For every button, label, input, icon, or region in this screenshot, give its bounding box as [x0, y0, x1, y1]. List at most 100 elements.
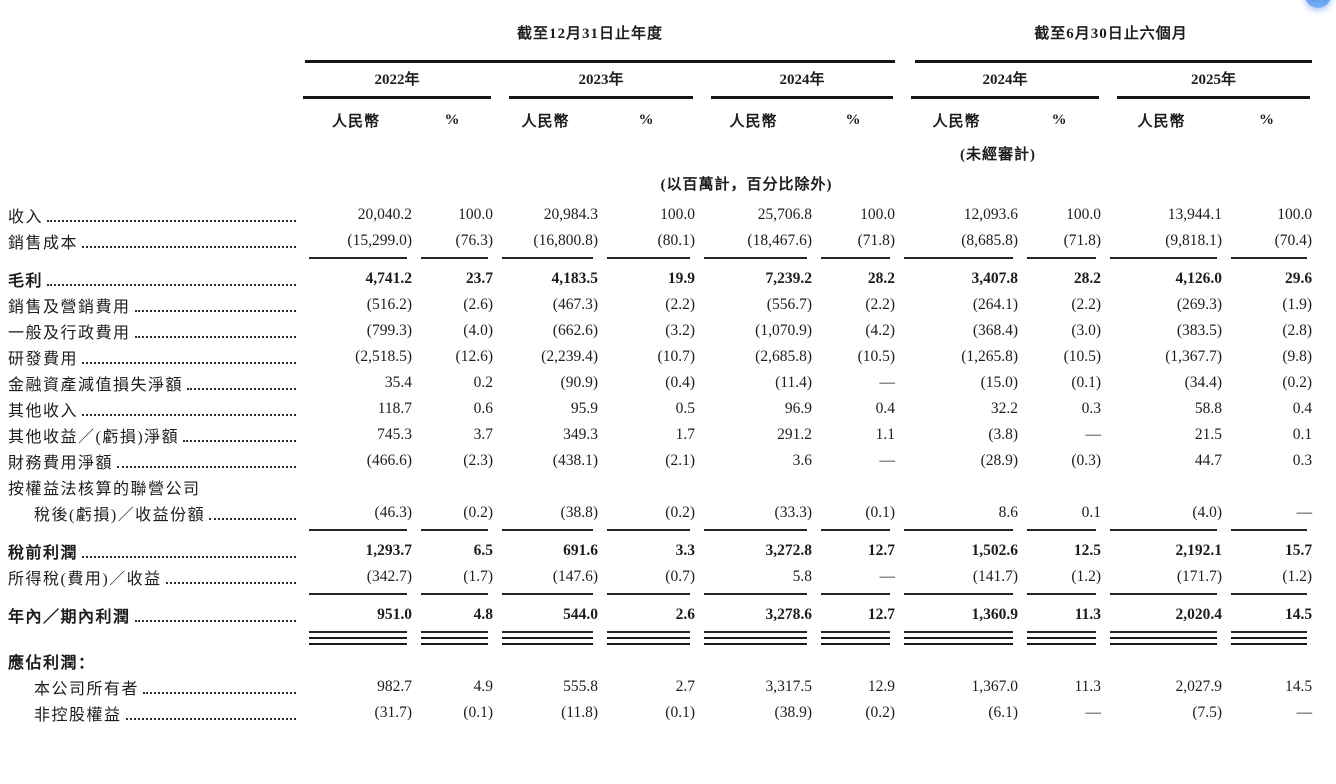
financial-summary-table: 截至12月31日止年度 截至6月30日止六個月 2022年 2023年 2024…	[0, 14, 1313, 726]
section-rule	[1027, 257, 1097, 259]
cell-value: 15.7	[1284, 542, 1313, 559]
cell-value: 4,183.5	[551, 270, 599, 287]
cell-value: 0.2	[473, 374, 493, 391]
dot-leader	[82, 362, 296, 364]
year-header-2023: 2023年	[509, 64, 693, 99]
table-row: 按權益法核算的聯營公司	[0, 474, 1312, 500]
section-rule	[821, 529, 891, 531]
cell-value	[895, 648, 1018, 674]
row-label: 應佔利潤：	[8, 655, 96, 672]
cell-value: 1.1	[875, 426, 896, 443]
cell-value: (1.7)	[463, 568, 493, 585]
cell-value	[812, 474, 895, 500]
cell-value: (0.3)	[1071, 452, 1102, 469]
cell-value: 23.7	[465, 270, 493, 287]
dot-leader	[209, 518, 296, 520]
blue-circle-button[interactable]	[1305, 0, 1331, 8]
cell-value: 0.1	[1081, 504, 1102, 521]
cell-value: (46.3)	[374, 504, 412, 521]
dot-leader	[82, 556, 296, 558]
section-rule-row	[0, 590, 1312, 602]
cell-value: (2.6)	[463, 296, 493, 313]
cell-value	[412, 474, 493, 500]
cell-value: 0.5	[675, 400, 695, 417]
currency-header: 人民幣	[1137, 113, 1186, 130]
cell-value: 349.3	[563, 426, 598, 443]
cell-value	[1101, 474, 1222, 500]
cell-value: (368.4)	[972, 322, 1019, 339]
cell-value: 3,272.8	[765, 542, 813, 559]
cell-value: (1,367.7)	[1165, 348, 1223, 365]
cell-value: 4.8	[473, 606, 493, 623]
row-label: 其他收益／(虧損)淨額	[0, 422, 300, 448]
cell-value	[1222, 474, 1312, 500]
currency-header: 人民幣	[729, 113, 778, 130]
table-row: 財務費用淨額 (466.6) (2.3) (438.1) (2.1) 3.6 — (28.9)…	[0, 448, 1312, 474]
currency-header: 人民幣	[331, 113, 380, 130]
cell-value: (6.1)	[988, 704, 1019, 721]
cell-value: 19.9	[667, 270, 695, 287]
section-rule	[1027, 529, 1097, 531]
cell-value: 4,741.2	[365, 270, 413, 287]
cell-value: 3.7	[473, 426, 493, 443]
table-row: 毛利 4,741.2 23.7 4,183.5 19.9 7,239.2 28.2 3,407…	[0, 266, 1312, 292]
unaudited-row: (未經審計)	[0, 138, 1312, 168]
row-label: 銷售及營銷費用	[0, 292, 300, 318]
section-rule	[704, 529, 807, 531]
cell-value: 100.0	[1277, 206, 1313, 223]
section-rule	[607, 257, 690, 259]
cell-value: (342.7)	[366, 568, 412, 585]
cell-value: (0.1)	[865, 504, 896, 521]
dot-leader	[125, 718, 296, 720]
section-rule	[821, 631, 891, 633]
cell-value: (90.9)	[560, 374, 598, 391]
cell-value	[1018, 648, 1101, 674]
cell-value: (28.9)	[980, 452, 1019, 469]
cell-value: (1.2)	[1282, 568, 1313, 585]
cell-value: (2.2)	[665, 296, 695, 313]
cell-value: (15,299.0)	[347, 232, 412, 249]
table-row: 應佔利潤：	[0, 648, 1312, 674]
section-rule	[1110, 529, 1218, 531]
section-rule	[607, 593, 690, 595]
cell-value: (0.1)	[463, 704, 493, 721]
row-label: 本公司所有者	[0, 674, 300, 700]
cell-value	[598, 648, 695, 674]
unaudited-note: (未經審計)	[960, 146, 1037, 163]
cell-value: (9,818.1)	[1165, 232, 1223, 249]
row-label: 研發費用	[0, 344, 300, 370]
dot-leader	[82, 246, 296, 248]
row-label: 一般及行政費用	[0, 318, 300, 344]
cell-value: 96.9	[784, 400, 812, 417]
cell-value: 21.5	[1194, 426, 1223, 443]
section-rule	[1027, 593, 1097, 595]
cell-value: 35.4	[384, 374, 412, 391]
cell-value: (8,685.8)	[961, 232, 1019, 249]
cell-value: 3,407.8	[971, 270, 1019, 287]
cell-value: 691.6	[563, 542, 598, 559]
dot-leader	[187, 388, 296, 390]
cell-value: (141.7)	[972, 568, 1019, 585]
cell-value: —	[879, 568, 896, 585]
cell-value: 2,020.4	[1175, 606, 1223, 623]
cell-value: (2.1)	[665, 452, 695, 469]
percent-header: %	[638, 111, 655, 128]
cell-value: (1,070.9)	[755, 322, 812, 339]
cell-value: (264.1)	[972, 296, 1019, 313]
cell-value: (556.7)	[766, 296, 812, 313]
section-rule	[421, 593, 488, 595]
cell-value: 100.0	[458, 206, 493, 223]
section-rule	[309, 631, 407, 633]
double-rule	[1231, 637, 1308, 645]
section-rule	[904, 257, 1014, 259]
dot-leader	[183, 440, 296, 442]
dot-leader	[47, 284, 296, 286]
cell-value: 544.0	[563, 606, 598, 623]
cell-value	[300, 648, 412, 674]
cell-value: 20,984.3	[543, 206, 598, 223]
cell-value: (3.2)	[665, 322, 695, 339]
dot-leader	[134, 336, 296, 338]
cell-value: —	[1296, 704, 1313, 721]
cell-value: —	[1296, 504, 1313, 521]
cell-value	[1018, 474, 1101, 500]
